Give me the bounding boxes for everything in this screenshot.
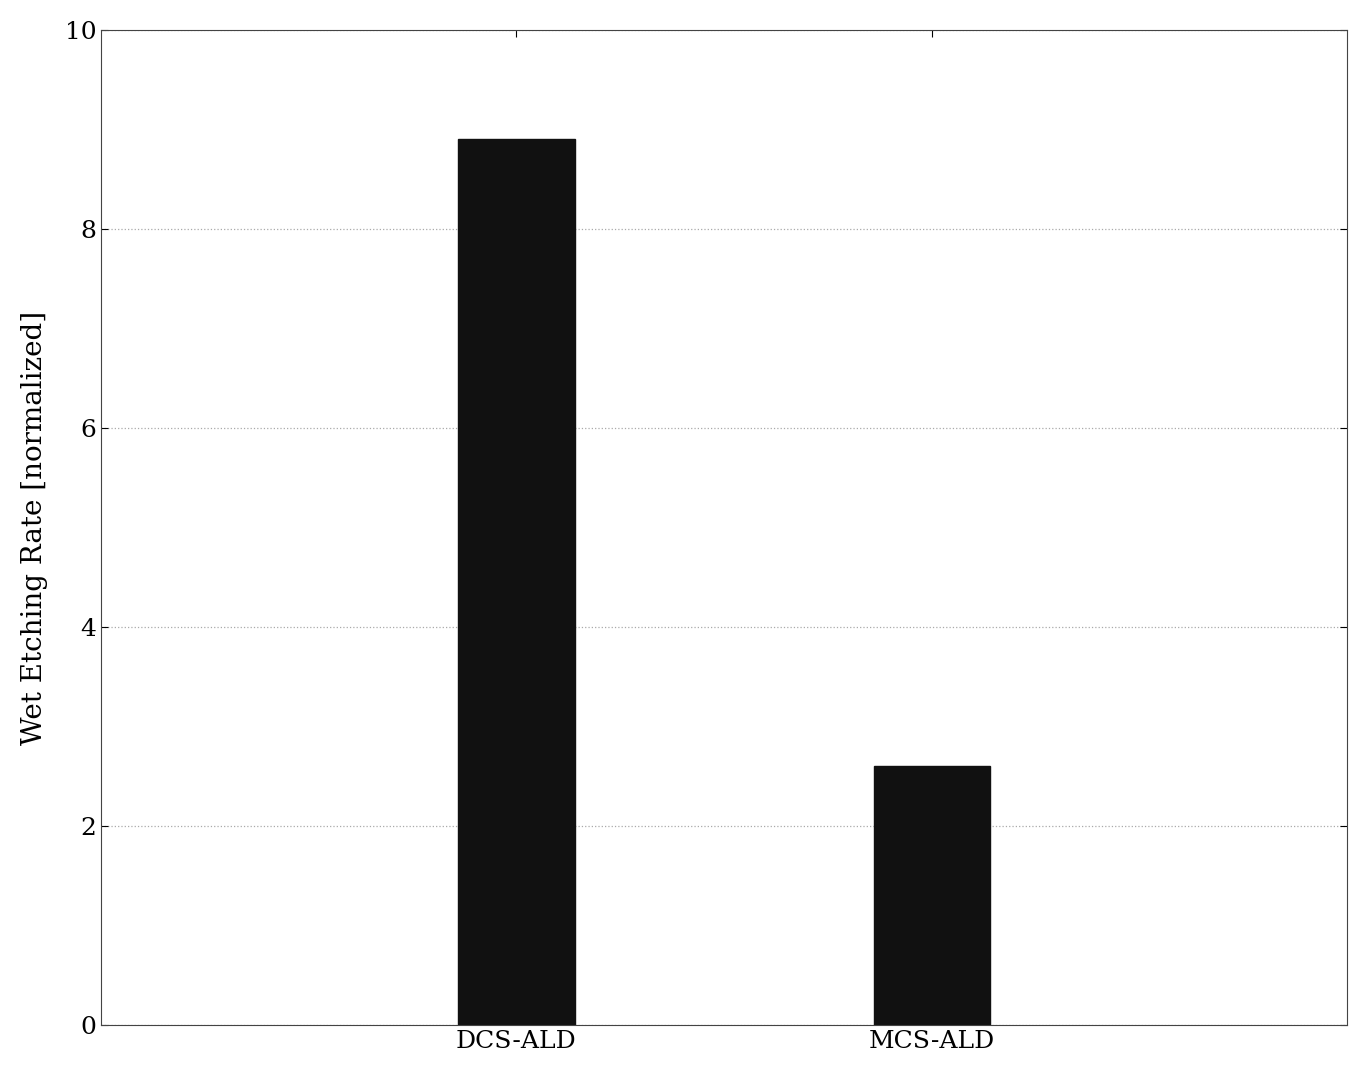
Bar [458, 140, 575, 1026]
Bar [874, 767, 990, 1026]
Y-axis label: Wet Etching Rate [normalized]: Wet Etching Rate [normalized] [21, 310, 48, 744]
